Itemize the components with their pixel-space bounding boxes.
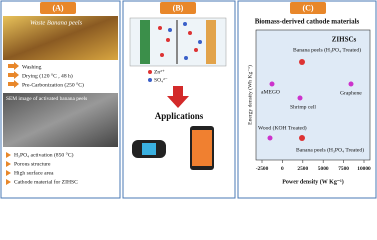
plot-tag: ZIHSCs: [332, 36, 357, 44]
point: [267, 135, 273, 141]
graphical-abstract: (A) (B) (C) Waste Banana peels Washing D…: [0, 0, 377, 199]
watch-screen: [142, 143, 156, 155]
arrow: [167, 86, 189, 108]
panel-header: (C): [302, 3, 313, 12]
feature: High surface area: [14, 169, 54, 176]
panel-frame: [0, 0, 121, 199]
x-tick-label: 10000: [357, 166, 371, 172]
separator: [176, 20, 178, 64]
step: Drying (120 °C , 48 h): [22, 72, 73, 79]
cathode: [140, 20, 150, 64]
header-box: [40, 2, 76, 14]
point-label: Banana peels (H₃PO₄ Treated): [293, 46, 361, 53]
panel-header: (A): [52, 3, 63, 12]
header-box: [160, 2, 196, 14]
point: [299, 59, 305, 65]
x-axis: -2500 0 2500 5000 7500 10000: [256, 160, 371, 172]
ions: [158, 26, 198, 57]
point-label: Shrimp cell: [290, 104, 316, 110]
chart-title: Biomass-derived cathode materials: [255, 18, 360, 26]
ions: [168, 22, 202, 60]
panel-frame: [122, 0, 236, 199]
points: [267, 59, 354, 141]
header-box: [290, 2, 326, 14]
plot-area: [255, 29, 371, 161]
x-tick-label: -2500: [256, 166, 269, 172]
bullet-arrows: [8, 62, 19, 88]
feature: H₃PO₄ activation (850 °C): [14, 151, 74, 158]
x-tick-label: 7500: [338, 166, 349, 172]
y-axis-label: Energy density (Wh Kg⁻¹): [246, 65, 253, 125]
x-tick-label: 5000: [318, 166, 329, 172]
panel-header: (B): [173, 3, 184, 12]
x-tick-label: 2500: [297, 166, 308, 172]
phone-screen: [192, 130, 212, 166]
photo-label: Waste Banana peels: [30, 19, 83, 26]
legend-label: SO₄²⁻: [154, 77, 168, 83]
caption: Applications: [155, 111, 204, 121]
legend-label: Zn²⁺: [154, 68, 165, 75]
feature: Porous structure: [14, 161, 51, 167]
point-label: Banana peels (H₃PO₄ Treated): [296, 146, 364, 153]
sem-label: SEM image of activated banana peels: [6, 95, 87, 102]
point: [269, 81, 275, 87]
point-label: Wood (KOH Treated): [258, 124, 307, 131]
point-label: aMEGO: [261, 89, 280, 95]
point-label: Graphene: [340, 90, 362, 96]
x-axis-label: Power density (W Kg⁻¹): [282, 178, 344, 185]
step: Pre-Carbonization (250 °C): [22, 81, 84, 88]
anode: [206, 20, 216, 64]
sem-image: [3, 93, 118, 147]
feature: Cathode material for ZIHSC: [14, 178, 78, 185]
point: [299, 135, 305, 141]
bullet-arrows: [6, 152, 11, 185]
point: [297, 95, 303, 101]
step: Washing: [22, 64, 42, 70]
point: [348, 81, 354, 87]
legend-dot: [148, 78, 152, 82]
x-tick-label: 0: [281, 166, 284, 172]
banana-photo: [3, 16, 118, 60]
legend-dot: [148, 70, 152, 74]
panel-frame: [237, 0, 377, 199]
